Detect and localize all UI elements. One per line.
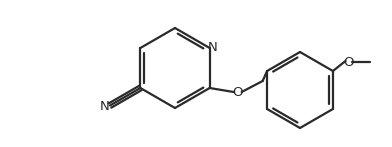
Text: N: N (208, 41, 218, 54)
Text: N: N (100, 100, 110, 112)
Text: O: O (343, 56, 354, 69)
Text: O: O (232, 86, 243, 100)
